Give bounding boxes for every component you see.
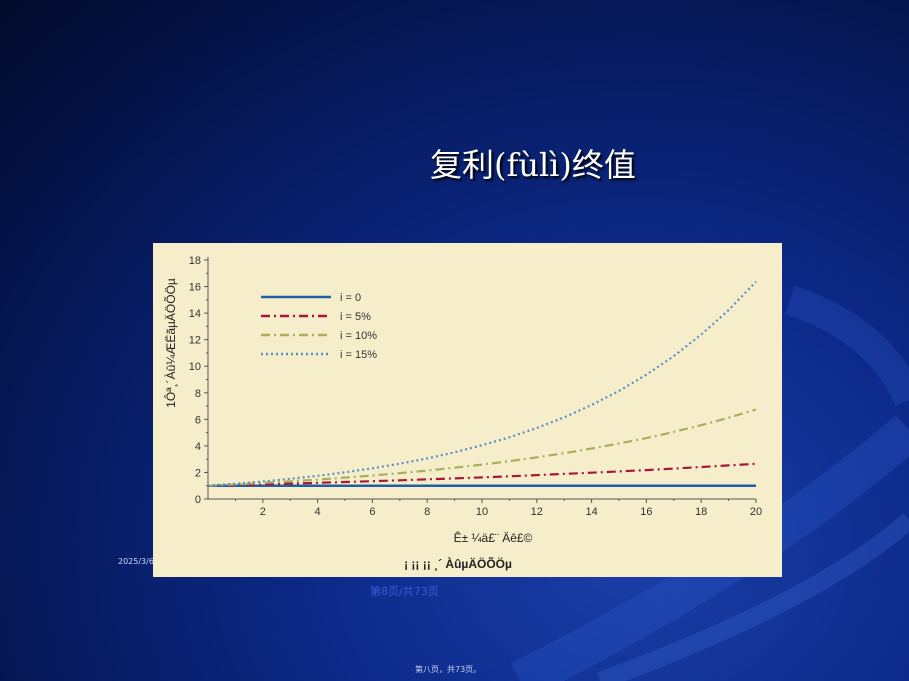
- legend-label-1: i = 5%: [340, 311, 371, 323]
- x-axis-label: Ê± ¼ä£¨ Äê£©: [454, 530, 533, 545]
- series-line-3: [207, 280, 757, 487]
- slide-date: 2025/3/6: [118, 557, 154, 566]
- series-line-2: [207, 408, 757, 487]
- y-tick-label: 10: [189, 361, 201, 373]
- legend-label-3: i = 15%: [340, 349, 377, 361]
- page-link[interactable]: 第8页/共73页: [370, 585, 439, 598]
- y-axis-label: 1Ôª¸´Àû¼ÆËãµÄÖÕÖµ: [163, 278, 178, 408]
- x-tick-label: 18: [695, 506, 707, 518]
- y-tick-label: 6: [195, 414, 201, 426]
- y-tick-label: 8: [195, 388, 201, 400]
- x-tick-label: 12: [531, 506, 543, 518]
- y-tick-label: 14: [189, 308, 201, 320]
- chart-caption: ¡ ¡¡ ¡¡ ¸´ ÀûµÄÖÕÖµ: [404, 556, 512, 571]
- x-tick-label: 16: [640, 506, 652, 518]
- chart-panel: 0 2 4 6 8 10 12 14 16 18 2 4 6 8 10 12 14 16 18 20 i = 0 i = …: [153, 243, 782, 577]
- y-tick-label: 16: [189, 282, 201, 294]
- slide-title: 复利(fùlì)终值: [430, 146, 636, 184]
- x-tick-label: 2: [260, 506, 266, 518]
- y-tick-label: 4: [195, 441, 201, 453]
- x-tick-label: 8: [424, 506, 430, 518]
- y-tick-label: 18: [189, 255, 201, 267]
- y-tick-label: 2: [195, 467, 201, 479]
- series-line-1: [207, 462, 757, 487]
- x-tick-label: 14: [585, 506, 597, 518]
- slide-footer: 第八页，共73页。: [415, 665, 482, 674]
- x-tick-label: 10: [476, 506, 488, 518]
- legend-label-0: i = 0: [340, 292, 361, 304]
- compound-value-chart: 0 2 4 6 8 10 12 14 16 18 2 4 6 8 10 12 14 16 18 20 i = 0 i = …: [163, 255, 762, 571]
- legend-label-2: i = 10%: [340, 330, 377, 342]
- x-tick-label: 4: [315, 506, 321, 518]
- x-tick-label: 20: [750, 506, 762, 518]
- y-tick-label: 0: [195, 494, 201, 506]
- y-tick-label: 12: [189, 335, 201, 347]
- x-tick-label: 6: [369, 506, 375, 518]
